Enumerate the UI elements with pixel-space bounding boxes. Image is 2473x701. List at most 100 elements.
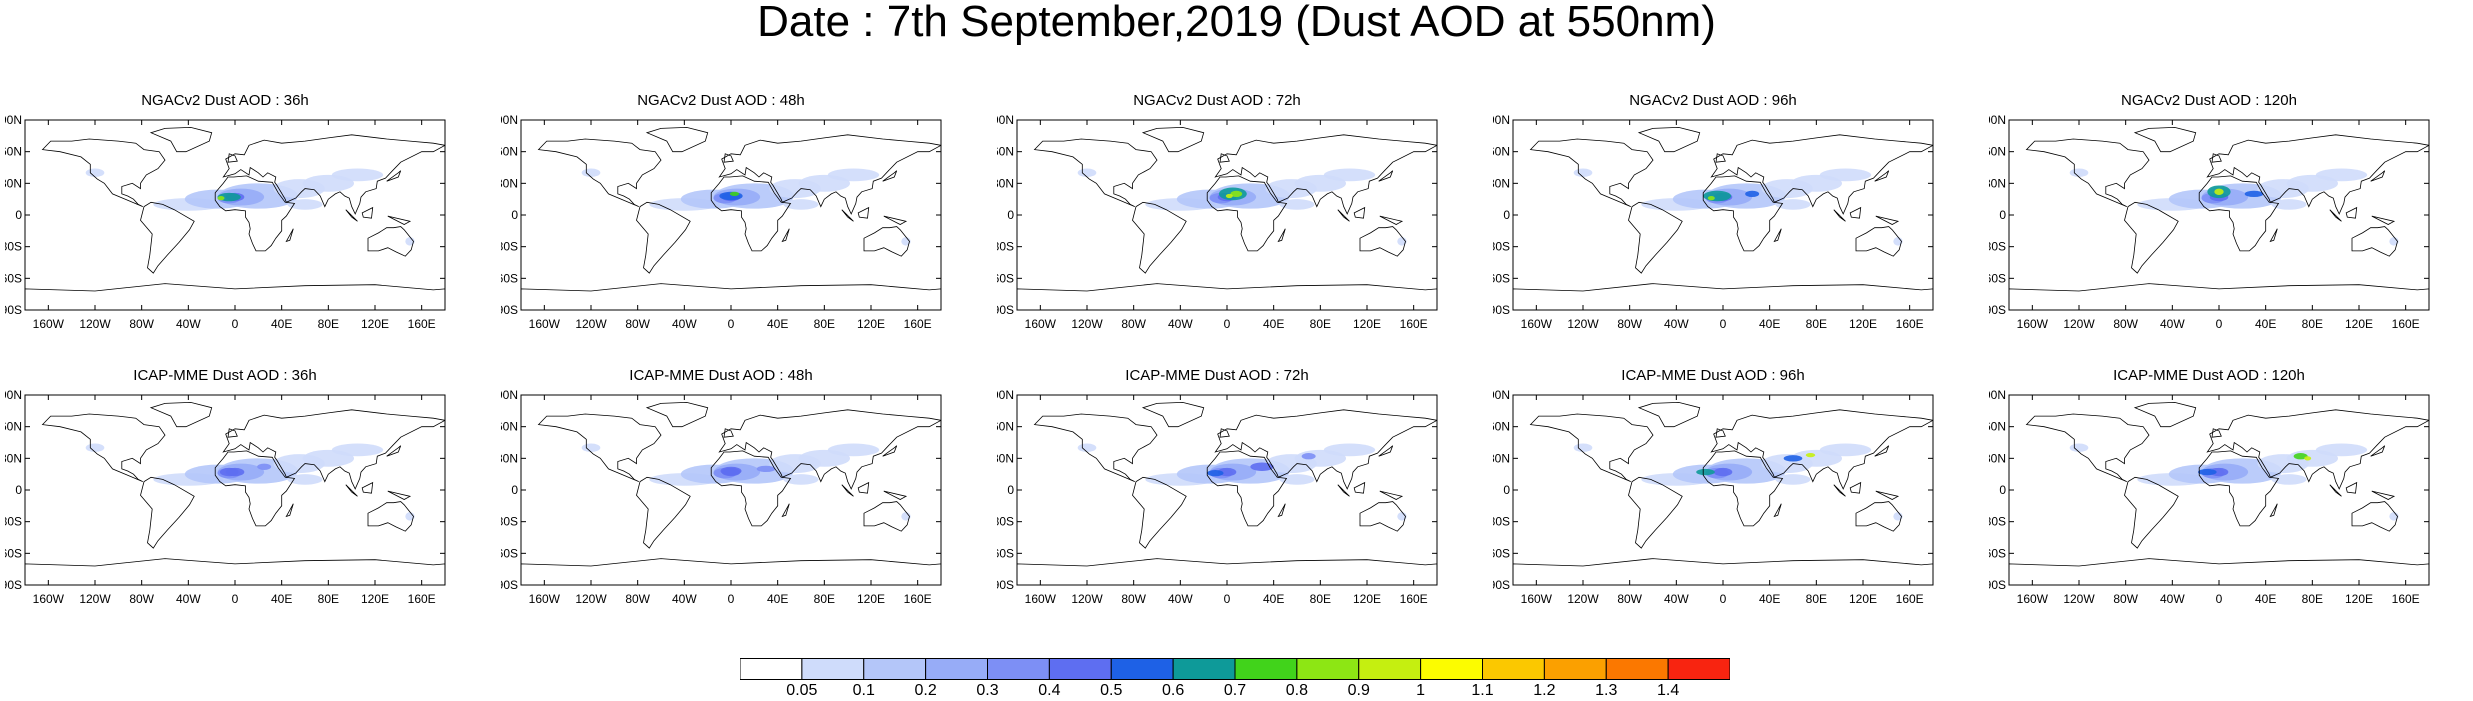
- coastline: [214, 175, 296, 252]
- coastline: [2211, 428, 2222, 438]
- coastline: [1637, 401, 1701, 428]
- lon-tick-label: 40E: [271, 317, 292, 331]
- coastline: [1214, 409, 1437, 490]
- panel-title: NGACv2 Dust AOD : 96h: [1629, 92, 1797, 109]
- lat-tick-label: 60N: [1493, 145, 1510, 159]
- lon-tick-label: 160E: [408, 592, 436, 606]
- lon-tick-label: 40E: [2255, 317, 2276, 331]
- lat-tick-label: 90S: [1493, 303, 1510, 317]
- coastline: [2124, 476, 2179, 549]
- panel-title: NGACv2 Dust AOD : 72h: [1133, 92, 1301, 109]
- colorbar-swatch: [1110, 658, 1174, 680]
- lon-tick-label: 120W: [79, 592, 111, 606]
- dust-plume: [331, 443, 384, 457]
- dust-plume: [1573, 443, 1593, 452]
- coastline: [1637, 126, 1701, 153]
- coastline: [636, 201, 691, 274]
- lon-tick-label: 120W: [575, 317, 607, 331]
- colorbar-swatch: [987, 658, 1050, 680]
- colorbar-label: 1.1: [1471, 682, 1494, 699]
- coastline: [1875, 490, 1900, 500]
- lon-tick-label: 40E: [271, 592, 292, 606]
- dust-plume: [901, 512, 911, 521]
- dust-plume: [85, 443, 105, 452]
- coastline: [285, 503, 294, 518]
- coastline: [25, 283, 445, 310]
- coastline: [367, 226, 414, 257]
- map-frame: [1016, 119, 1438, 311]
- coastline: [1132, 476, 1187, 549]
- lon-tick-label: 80W: [1121, 592, 1146, 606]
- dust-plume: [1696, 468, 1715, 476]
- dust-plume: [1893, 237, 1903, 246]
- lat-tick-label: 30S: [501, 240, 518, 254]
- dust-plume: [729, 191, 740, 196]
- dust-plume: [1077, 443, 1097, 452]
- coastline: [2351, 226, 2398, 257]
- coastline: [2329, 484, 2342, 497]
- coastline: [2133, 401, 2197, 428]
- lon-tick-label: 0: [728, 317, 735, 331]
- dust-plume: [2389, 237, 2399, 246]
- lon-tick-label: 80E: [1806, 592, 1827, 606]
- lon-tick-label: 0: [1224, 592, 1231, 606]
- dust-plume: [1805, 453, 1816, 458]
- map-panel: ICAP-MME Dust AOD : 96h90N60N30N030S60S9…: [1493, 367, 1934, 609]
- coastline: [386, 170, 402, 182]
- dust-plume: [1397, 512, 1407, 521]
- lat-tick-label: 60S: [501, 271, 518, 285]
- colorbar-swatch: [739, 658, 803, 680]
- lon-tick-label: 160E: [2392, 317, 2420, 331]
- coastline: [1628, 201, 1683, 274]
- colorbar-swatch: [1234, 658, 1298, 680]
- lat-tick-label: 60N: [501, 420, 518, 434]
- dust-aod-map: 90N 60N 30N 0 30S 60S 90S 160W 120W 80W 40W 0 40E 80E…: [501, 388, 942, 606]
- lon-tick-label: 40W: [672, 317, 697, 331]
- lon-tick-label: 120W: [2063, 317, 2095, 331]
- lon-tick-label: 160W: [529, 592, 561, 606]
- coastline: [537, 138, 662, 207]
- dust-plume: [1775, 474, 1811, 485]
- coastline: [1773, 228, 1782, 243]
- coastline: [1855, 501, 1902, 532]
- lat-tick-label: 30N: [5, 176, 22, 190]
- lat-tick-label: 60N: [997, 420, 1014, 434]
- lat-tick-label: 90N: [501, 388, 518, 402]
- map-frame: [2008, 394, 2430, 586]
- lat-tick-label: 0: [1503, 208, 1510, 222]
- dust-plume: [2069, 168, 2089, 177]
- dust-plume: [85, 168, 105, 177]
- dust-plume: [1323, 443, 1376, 457]
- figure-title: Date : 7th September,2019 (Dust AOD at 5…: [757, 0, 1716, 46]
- coastline: [1715, 153, 1726, 163]
- lon-tick-label: 120E: [361, 317, 389, 331]
- coastline: [386, 445, 402, 457]
- coastline: [882, 445, 898, 457]
- dust-plume: [2214, 188, 2224, 195]
- coastline: [2009, 283, 2429, 310]
- lat-tick-label: 90S: [501, 578, 518, 592]
- lon-tick-label: 160E: [1400, 317, 1428, 331]
- lat-tick-label: 30S: [997, 240, 1014, 254]
- colorbar-label: 0.3: [976, 682, 999, 699]
- coastline: [521, 283, 941, 310]
- colorbar-swatch: [1482, 658, 1545, 680]
- lat-tick-label: 0: [1503, 483, 1510, 497]
- lat-tick-label: 90N: [5, 113, 22, 127]
- coastline: [1132, 201, 1187, 274]
- colorbar-label: 0.2: [914, 682, 937, 699]
- dust-plume: [2069, 443, 2089, 452]
- dust-plume: [1819, 443, 1872, 457]
- coastline: [863, 226, 910, 257]
- lon-tick-label: 160W: [529, 317, 561, 331]
- coastline: [222, 409, 445, 490]
- lon-tick-label: 80E: [1310, 592, 1331, 606]
- lat-tick-label: 0: [511, 483, 518, 497]
- coastline: [2370, 445, 2386, 457]
- lat-tick-label: 30N: [1493, 451, 1510, 465]
- dust-plume: [1323, 168, 1376, 182]
- coastline: [1875, 215, 1900, 225]
- lon-tick-label: 160W: [1521, 317, 1553, 331]
- lat-tick-label: 30S: [1493, 515, 1510, 529]
- map-frame: [1512, 394, 1934, 586]
